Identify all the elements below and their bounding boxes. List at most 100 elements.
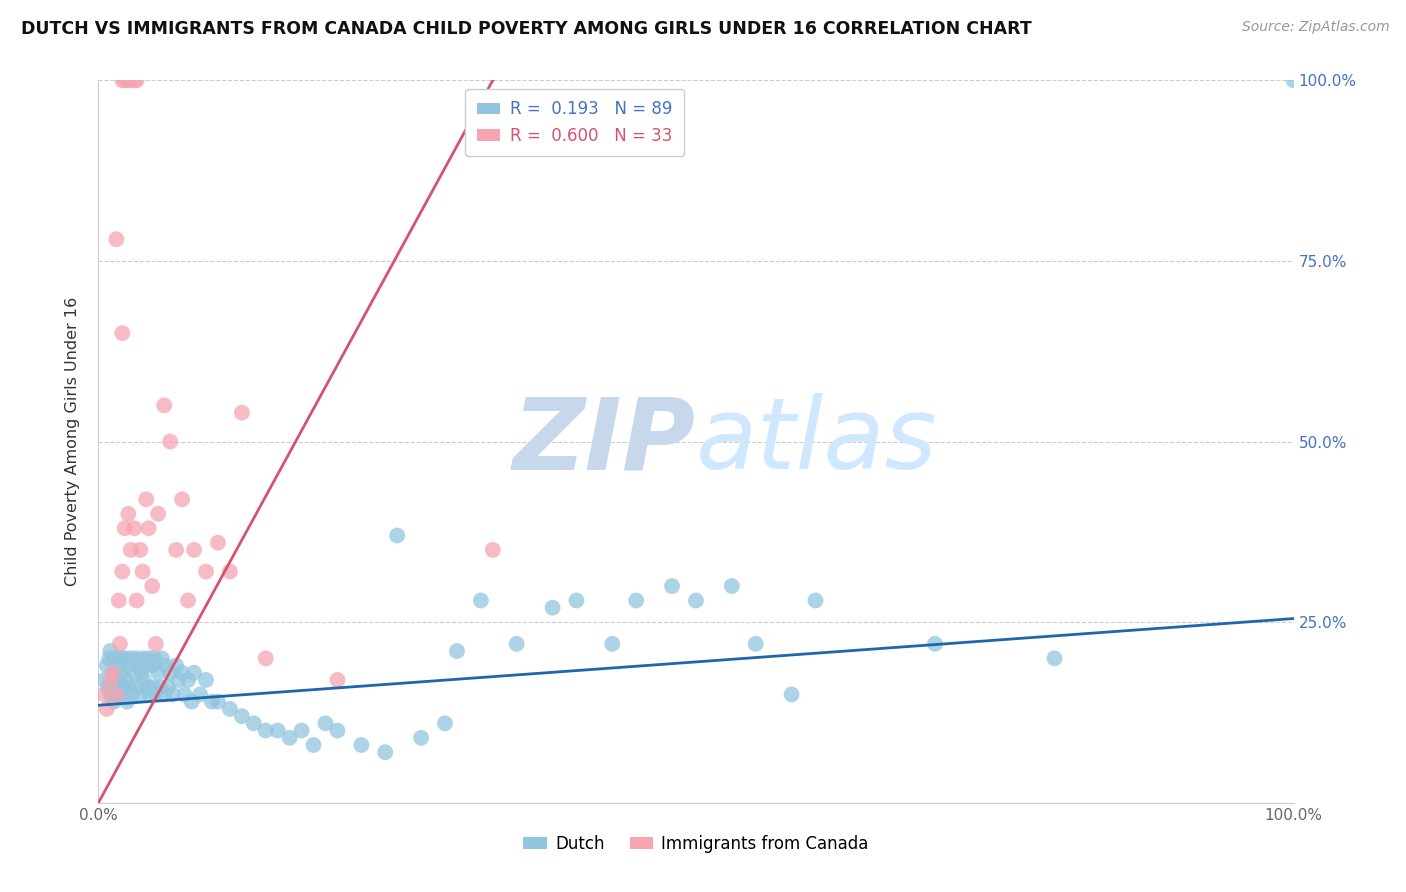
Point [167,673,190,687]
Point [118,680,141,694]
Point [125,680,148,694]
Point [267,723,290,738]
Point [124,73,146,87]
Point [745,637,768,651]
Point [117,658,139,673]
Point [127,658,149,673]
Point [117,507,139,521]
Point [129,687,152,701]
Point [93,687,115,701]
Text: atlas: atlas [696,393,938,490]
Point [108,637,131,651]
Point [177,673,200,687]
Point [131,651,153,665]
Point [111,73,134,87]
Point [243,716,266,731]
Point [195,565,218,579]
Point [165,542,187,557]
Point [565,593,588,607]
Point [96,658,118,673]
Point [93,673,115,687]
Point [541,600,564,615]
Point [114,521,136,535]
Point [780,687,803,701]
Point [481,542,505,557]
Point [124,521,146,535]
Point [721,579,744,593]
Point [141,579,163,593]
Point [924,637,946,651]
Point [231,406,253,420]
Point [98,687,122,701]
Point [114,73,136,87]
Point [446,644,468,658]
Point [231,709,253,723]
Point [183,665,205,680]
Point [131,565,153,579]
Point [105,232,128,246]
Point [136,680,159,694]
Point [165,658,187,673]
Point [135,658,157,673]
Point [124,651,146,665]
Point [120,651,142,665]
Point [188,687,211,701]
Point [120,542,142,557]
Y-axis label: Child Poverty Among Girls Under 16: Child Poverty Among Girls Under 16 [65,297,80,586]
Point [145,637,167,651]
Point [1043,651,1066,665]
Point [219,565,242,579]
Point [156,680,179,694]
Text: DUTCH VS IMMIGRANTS FROM CANADA CHILD POVERTY AMONG GIRLS UNDER 16 CORRELATION C: DUTCH VS IMMIGRANTS FROM CANADA CHILD PO… [21,20,1032,37]
Point [219,702,242,716]
Point [112,680,135,694]
Point [148,665,170,680]
Point [159,434,181,449]
Point [385,528,409,542]
Point [98,644,122,658]
Point [115,73,138,87]
Point [107,658,129,673]
Point [150,651,173,665]
Point [111,326,134,340]
Point [107,593,129,607]
Point [804,593,827,607]
Text: ZIP: ZIP [513,393,696,490]
Point [195,673,218,687]
Point [278,731,301,745]
Legend: Dutch, Immigrants from Canada: Dutch, Immigrants from Canada [516,828,876,860]
Point [101,665,124,680]
Point [98,651,121,665]
Point [173,687,195,701]
Point [302,738,325,752]
Point [121,687,143,701]
Point [115,673,138,687]
Point [110,651,132,665]
Point [107,687,129,701]
Point [434,716,457,731]
Point [98,673,122,687]
Point [291,723,314,738]
Point [626,593,648,607]
Point [207,535,229,549]
Point [141,658,163,673]
Point [111,687,134,701]
Point [326,723,349,738]
Point [125,593,148,607]
Point [155,658,177,673]
Point [105,673,128,687]
Point [254,651,277,665]
Point [183,542,205,557]
Point [177,593,200,607]
Point [180,695,202,709]
Point [350,738,373,752]
Point [145,687,167,701]
Point [374,745,396,759]
Point [97,680,120,694]
Point [159,665,181,680]
Point [1282,73,1305,87]
Point [111,665,134,680]
Point [201,695,224,709]
Point [506,637,529,651]
Point [602,637,624,651]
